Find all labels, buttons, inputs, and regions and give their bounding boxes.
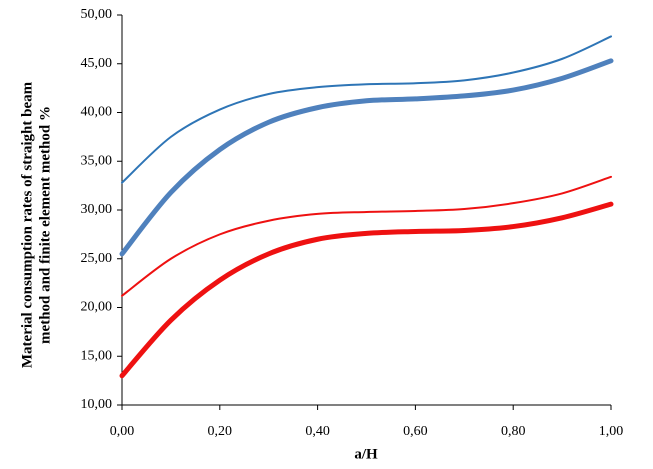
x-axis-title: a/H (354, 446, 378, 462)
x-tick-label: 0,60 (403, 424, 428, 439)
x-tick-label: 0,80 (501, 424, 526, 439)
series-line (121, 175, 612, 297)
y-tick-label: 20,00 (81, 300, 113, 315)
y-tick-label: 25,00 (81, 251, 113, 266)
series-line (119, 201, 614, 379)
y-tick-label: 45,00 (81, 56, 113, 71)
y-tick-label: 15,00 (81, 348, 113, 363)
y-axis-title: Material consumption rates of straight b… (19, 81, 53, 368)
x-tick-label: 0,20 (208, 424, 233, 439)
y-axis-title-line: method and finite element method % (37, 106, 53, 344)
y-tick-label: 35,00 (81, 153, 113, 168)
series-line (121, 35, 612, 184)
y-tick-label: 50,00 (81, 7, 113, 22)
x-tick-label: 1,00 (599, 424, 624, 439)
x-tick-label: 0,40 (305, 424, 330, 439)
x-tick-label: 0,00 (110, 424, 135, 439)
y-tick-label: 10,00 (81, 397, 113, 412)
y-tick-label: 30,00 (81, 202, 113, 217)
y-axis-title-line: Material consumption rates of straight b… (19, 81, 35, 368)
series-line (119, 58, 614, 257)
y-tick-label: 40,00 (81, 105, 113, 120)
